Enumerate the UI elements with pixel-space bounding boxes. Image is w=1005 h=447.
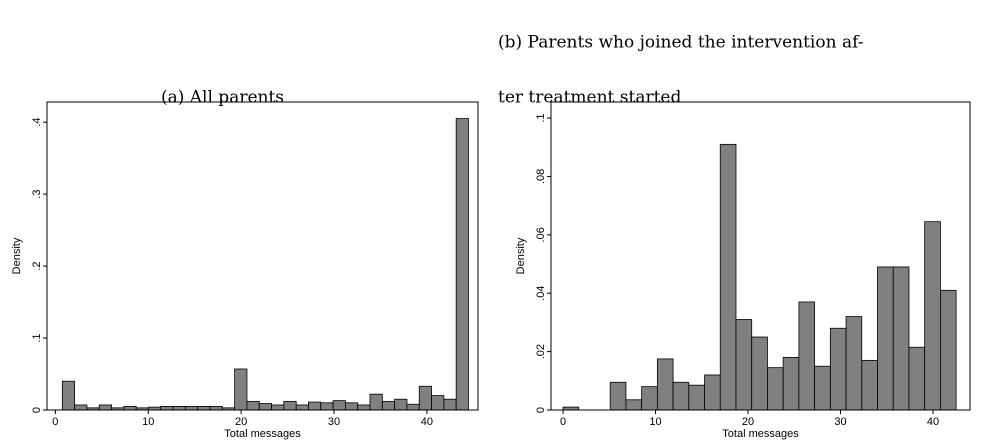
bar	[767, 367, 784, 411]
bar	[924, 221, 941, 411]
bar	[308, 401, 322, 411]
bar	[172, 406, 186, 411]
bar	[320, 402, 334, 411]
bar	[782, 357, 800, 411]
bar	[160, 406, 174, 411]
bar	[609, 381, 627, 411]
bar	[719, 143, 737, 411]
y-tick-label: .1	[535, 113, 547, 122]
bar	[246, 400, 260, 411]
bar	[283, 400, 297, 411]
plot-frame	[46, 101, 479, 411]
y-tick-label: .3	[31, 190, 43, 199]
x-tick-label: 10	[142, 416, 154, 428]
x-tick-label: 30	[328, 416, 340, 428]
x-tick-label: 40	[927, 416, 939, 428]
y-tick-label: .04	[535, 286, 547, 301]
y-tick-label: .08	[535, 169, 547, 184]
x-tick-label: 40	[421, 416, 433, 428]
bar	[185, 406, 199, 411]
bar	[295, 404, 309, 411]
bar	[798, 301, 816, 411]
bar	[829, 327, 847, 411]
bar	[845, 316, 863, 411]
y-tick-label: 0	[31, 407, 43, 413]
bar	[234, 368, 248, 411]
bar	[394, 398, 408, 411]
chart-title: (a) All parents	[161, 88, 284, 108]
y-tick-label: .2	[31, 261, 43, 270]
bar	[704, 374, 721, 411]
bar	[455, 118, 469, 411]
x-tick-label: 30	[834, 416, 846, 428]
bar	[688, 384, 705, 411]
bar	[406, 403, 420, 411]
bar	[197, 406, 211, 411]
bar	[61, 380, 76, 411]
bar	[369, 393, 383, 411]
bar	[908, 346, 926, 411]
y-tick-label: .06	[535, 227, 547, 242]
bar	[258, 403, 272, 411]
x-tick-label: 10	[649, 416, 661, 428]
chart-title: ter treatment started	[498, 88, 681, 108]
bar	[892, 266, 910, 411]
bar	[751, 336, 768, 411]
bar	[672, 381, 690, 411]
bar	[98, 404, 112, 411]
bar	[641, 386, 658, 411]
bar	[443, 398, 457, 411]
y-axis-label: Density	[515, 237, 527, 274]
y-tick-label: .02	[535, 344, 547, 359]
bar	[735, 319, 753, 411]
bar	[357, 404, 371, 411]
x-axis-label: Total messages	[224, 428, 301, 440]
bar	[209, 406, 223, 411]
y-tick-label: .4	[31, 118, 43, 127]
bar	[381, 400, 396, 411]
bar	[861, 359, 878, 411]
chart-title: (b) Parents who joined the intervention …	[498, 33, 864, 53]
x-axis-label: Total messages	[722, 428, 799, 440]
y-axis-label: Density	[11, 237, 23, 274]
bar	[418, 385, 432, 411]
bar	[814, 365, 831, 411]
bar	[332, 400, 346, 411]
bar	[625, 399, 643, 411]
bar	[345, 402, 359, 411]
bar	[74, 404, 88, 411]
bar	[123, 406, 137, 411]
bar	[271, 404, 285, 411]
bar	[877, 266, 894, 411]
bar	[431, 395, 445, 411]
x-tick-label: 20	[742, 416, 754, 428]
bar	[940, 289, 957, 411]
y-tick-label: 0	[535, 407, 547, 413]
bar	[656, 358, 674, 411]
plot-frame	[550, 101, 971, 411]
x-tick-label: 0	[560, 416, 566, 428]
x-tick-label: 20	[235, 416, 247, 428]
y-tick-label: .1	[31, 333, 43, 342]
x-tick-label: 0	[52, 416, 58, 428]
